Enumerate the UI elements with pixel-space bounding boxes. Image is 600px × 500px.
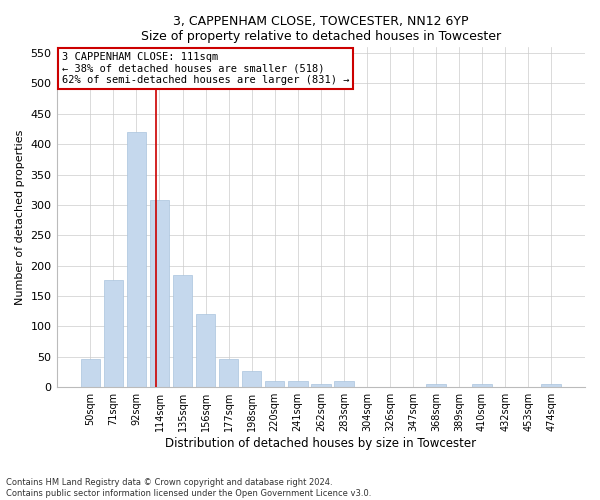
Bar [265, 380, 284, 387]
Bar [127, 132, 146, 387]
Bar [311, 384, 331, 387]
Bar [196, 314, 215, 387]
Bar [288, 381, 308, 387]
Bar [219, 360, 238, 387]
Bar [149, 200, 169, 387]
Text: 3 CAPPENHAM CLOSE: 111sqm
← 38% of detached houses are smaller (518)
62% of semi: 3 CAPPENHAM CLOSE: 111sqm ← 38% of detac… [62, 52, 349, 85]
Bar [334, 381, 353, 387]
Bar [472, 384, 492, 387]
Bar [242, 372, 262, 387]
Y-axis label: Number of detached properties: Number of detached properties [15, 130, 25, 305]
Bar [104, 280, 123, 387]
Bar [426, 384, 446, 387]
Title: 3, CAPPENHAM CLOSE, TOWCESTER, NN12 6YP
Size of property relative to detached ho: 3, CAPPENHAM CLOSE, TOWCESTER, NN12 6YP … [141, 15, 501, 43]
Bar [541, 384, 561, 387]
Bar [173, 276, 193, 387]
Bar [80, 360, 100, 387]
Text: Contains HM Land Registry data © Crown copyright and database right 2024.
Contai: Contains HM Land Registry data © Crown c… [6, 478, 371, 498]
X-axis label: Distribution of detached houses by size in Towcester: Distribution of detached houses by size … [165, 437, 476, 450]
